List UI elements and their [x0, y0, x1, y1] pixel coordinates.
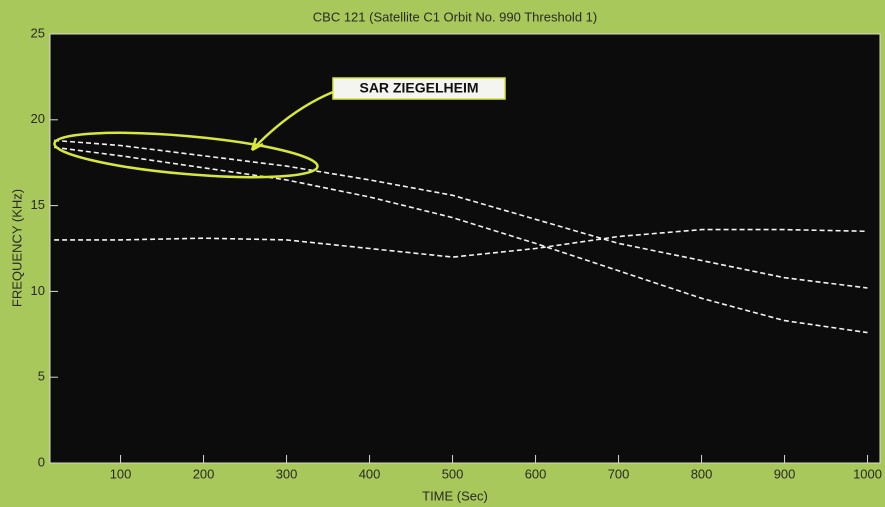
x-tick-label: 1000 — [853, 466, 882, 481]
y-tick-label: 0 — [38, 454, 45, 469]
x-tick-label: 700 — [608, 466, 630, 481]
y-tick-label: 25 — [31, 25, 45, 40]
x-tick-label: 300 — [276, 466, 298, 481]
x-axis-label: TIME (Sec) — [422, 488, 488, 503]
x-tick-label: 800 — [691, 466, 713, 481]
x-tick-label: 600 — [525, 466, 547, 481]
chart-title: CBC 121 (Satellite C1 Orbit No. 990 Thre… — [313, 9, 597, 24]
chart: CBC 121 (Satellite C1 Orbit No. 990 Thre… — [0, 0, 885, 507]
y-tick-label: 15 — [31, 197, 45, 212]
annotation: SAR ZIEGELHEIM — [359, 80, 478, 96]
x-tick-label: 400 — [359, 466, 381, 481]
x-tick-label: 500 — [442, 466, 464, 481]
y-tick-label: 20 — [31, 111, 45, 126]
y-tick-label: 5 — [38, 369, 45, 384]
x-tick-label: 900 — [774, 466, 796, 481]
x-tick-label: 100 — [110, 466, 132, 481]
y-tick-label: 10 — [31, 283, 45, 298]
y-axis-label: FREQUENCY (KHz) — [9, 189, 24, 307]
page: {"chart_data": {"type": "line", "title":… — [0, 0, 885, 507]
x-tick-label: 200 — [193, 466, 215, 481]
